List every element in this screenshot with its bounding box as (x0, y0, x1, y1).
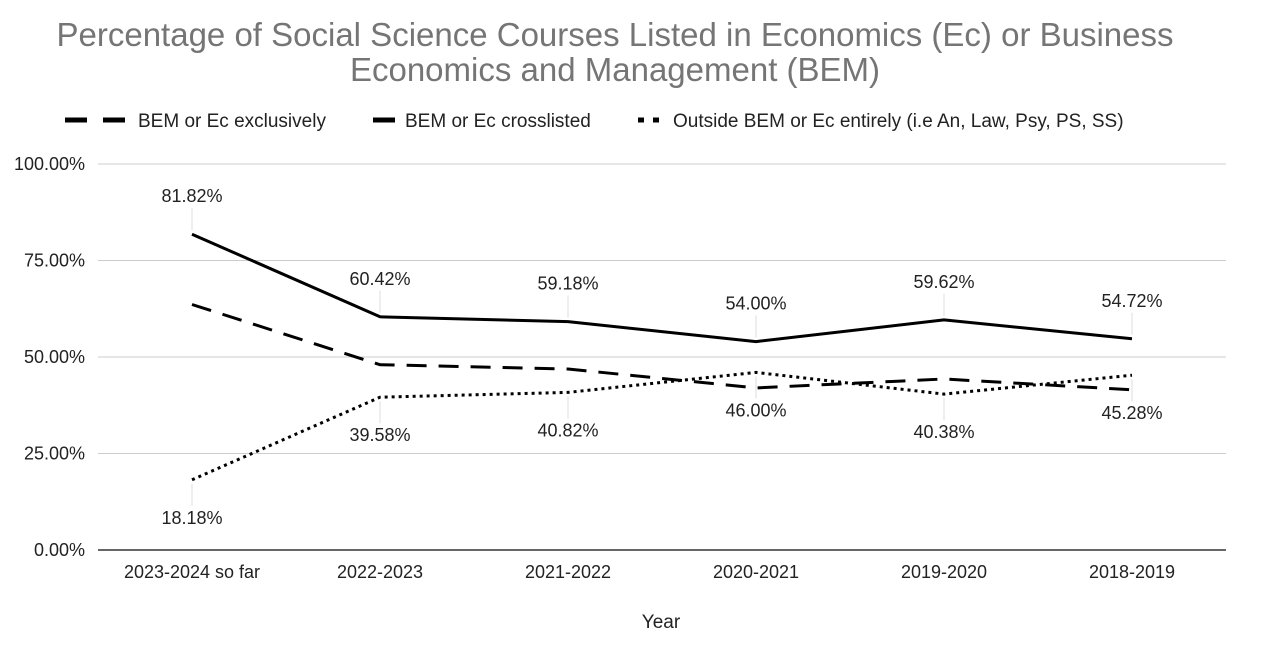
data-label: 54.00% (725, 294, 786, 314)
x-tick-label: 2019-2020 (901, 562, 987, 582)
y-tick-label: 0.00% (34, 540, 85, 560)
data-labels: 81.82% 60.42% 59.18% 54.00% 59.62% 54.72% 18.1… (161, 186, 1162, 528)
data-label: 39.58% (349, 425, 410, 445)
chart-title-line-1: Percentage of Social Science Courses Lis… (56, 16, 1173, 53)
chart-title-line-2: Economics and Management (BEM) (350, 51, 880, 88)
data-label: 59.62% (913, 272, 974, 292)
y-tick-label: 25.00% (24, 444, 85, 464)
data-label: 81.82% (161, 186, 222, 206)
data-label: 46.00% (725, 400, 786, 420)
y-axis-ticks: 0.00% 25.00% 50.00% 75.00% 100.00% (14, 154, 85, 560)
x-tick-label: 2020-2021 (713, 562, 799, 582)
data-label: 18.18% (161, 508, 222, 528)
series-line-3 (191, 370, 1133, 482)
x-tick-label: 2023-2024 so far (124, 562, 260, 582)
x-axis-title: Year (642, 612, 681, 633)
series-lines (191, 232, 1133, 482)
x-tick-label: 2021-2022 (525, 562, 611, 582)
data-label: 45.28% (1101, 403, 1162, 423)
x-axis-ticks: 2023-2024 so far 2022-2023 2021-2022 2020-2… (124, 562, 1175, 582)
gridlines (98, 163, 1226, 551)
data-label: 40.38% (913, 422, 974, 442)
data-label: 59.18% (537, 274, 598, 294)
y-tick-label: 50.00% (24, 347, 85, 367)
data-label: 60.42% (349, 269, 410, 289)
legend-label: BEM or Ec exclusively (138, 111, 326, 132)
legend: BEM or Ec exclusively BEM or Ec crosslist… (65, 111, 1124, 132)
legend-label: Outside BEM or Ec entirely (i.e An, Law,… (673, 111, 1124, 132)
y-tick-label: 100.00% (14, 154, 85, 174)
series-line-1 (191, 303, 1133, 392)
y-tick-label: 75.00% (24, 251, 85, 271)
legend-label: BEM or Ec crosslisted (405, 111, 591, 132)
data-label: 54.72% (1101, 291, 1162, 311)
x-tick-label: 2022-2023 (337, 562, 423, 582)
series-line-2 (191, 232, 1133, 344)
data-label: 40.82% (537, 420, 598, 440)
x-tick-label: 2018-2019 (1089, 562, 1175, 582)
